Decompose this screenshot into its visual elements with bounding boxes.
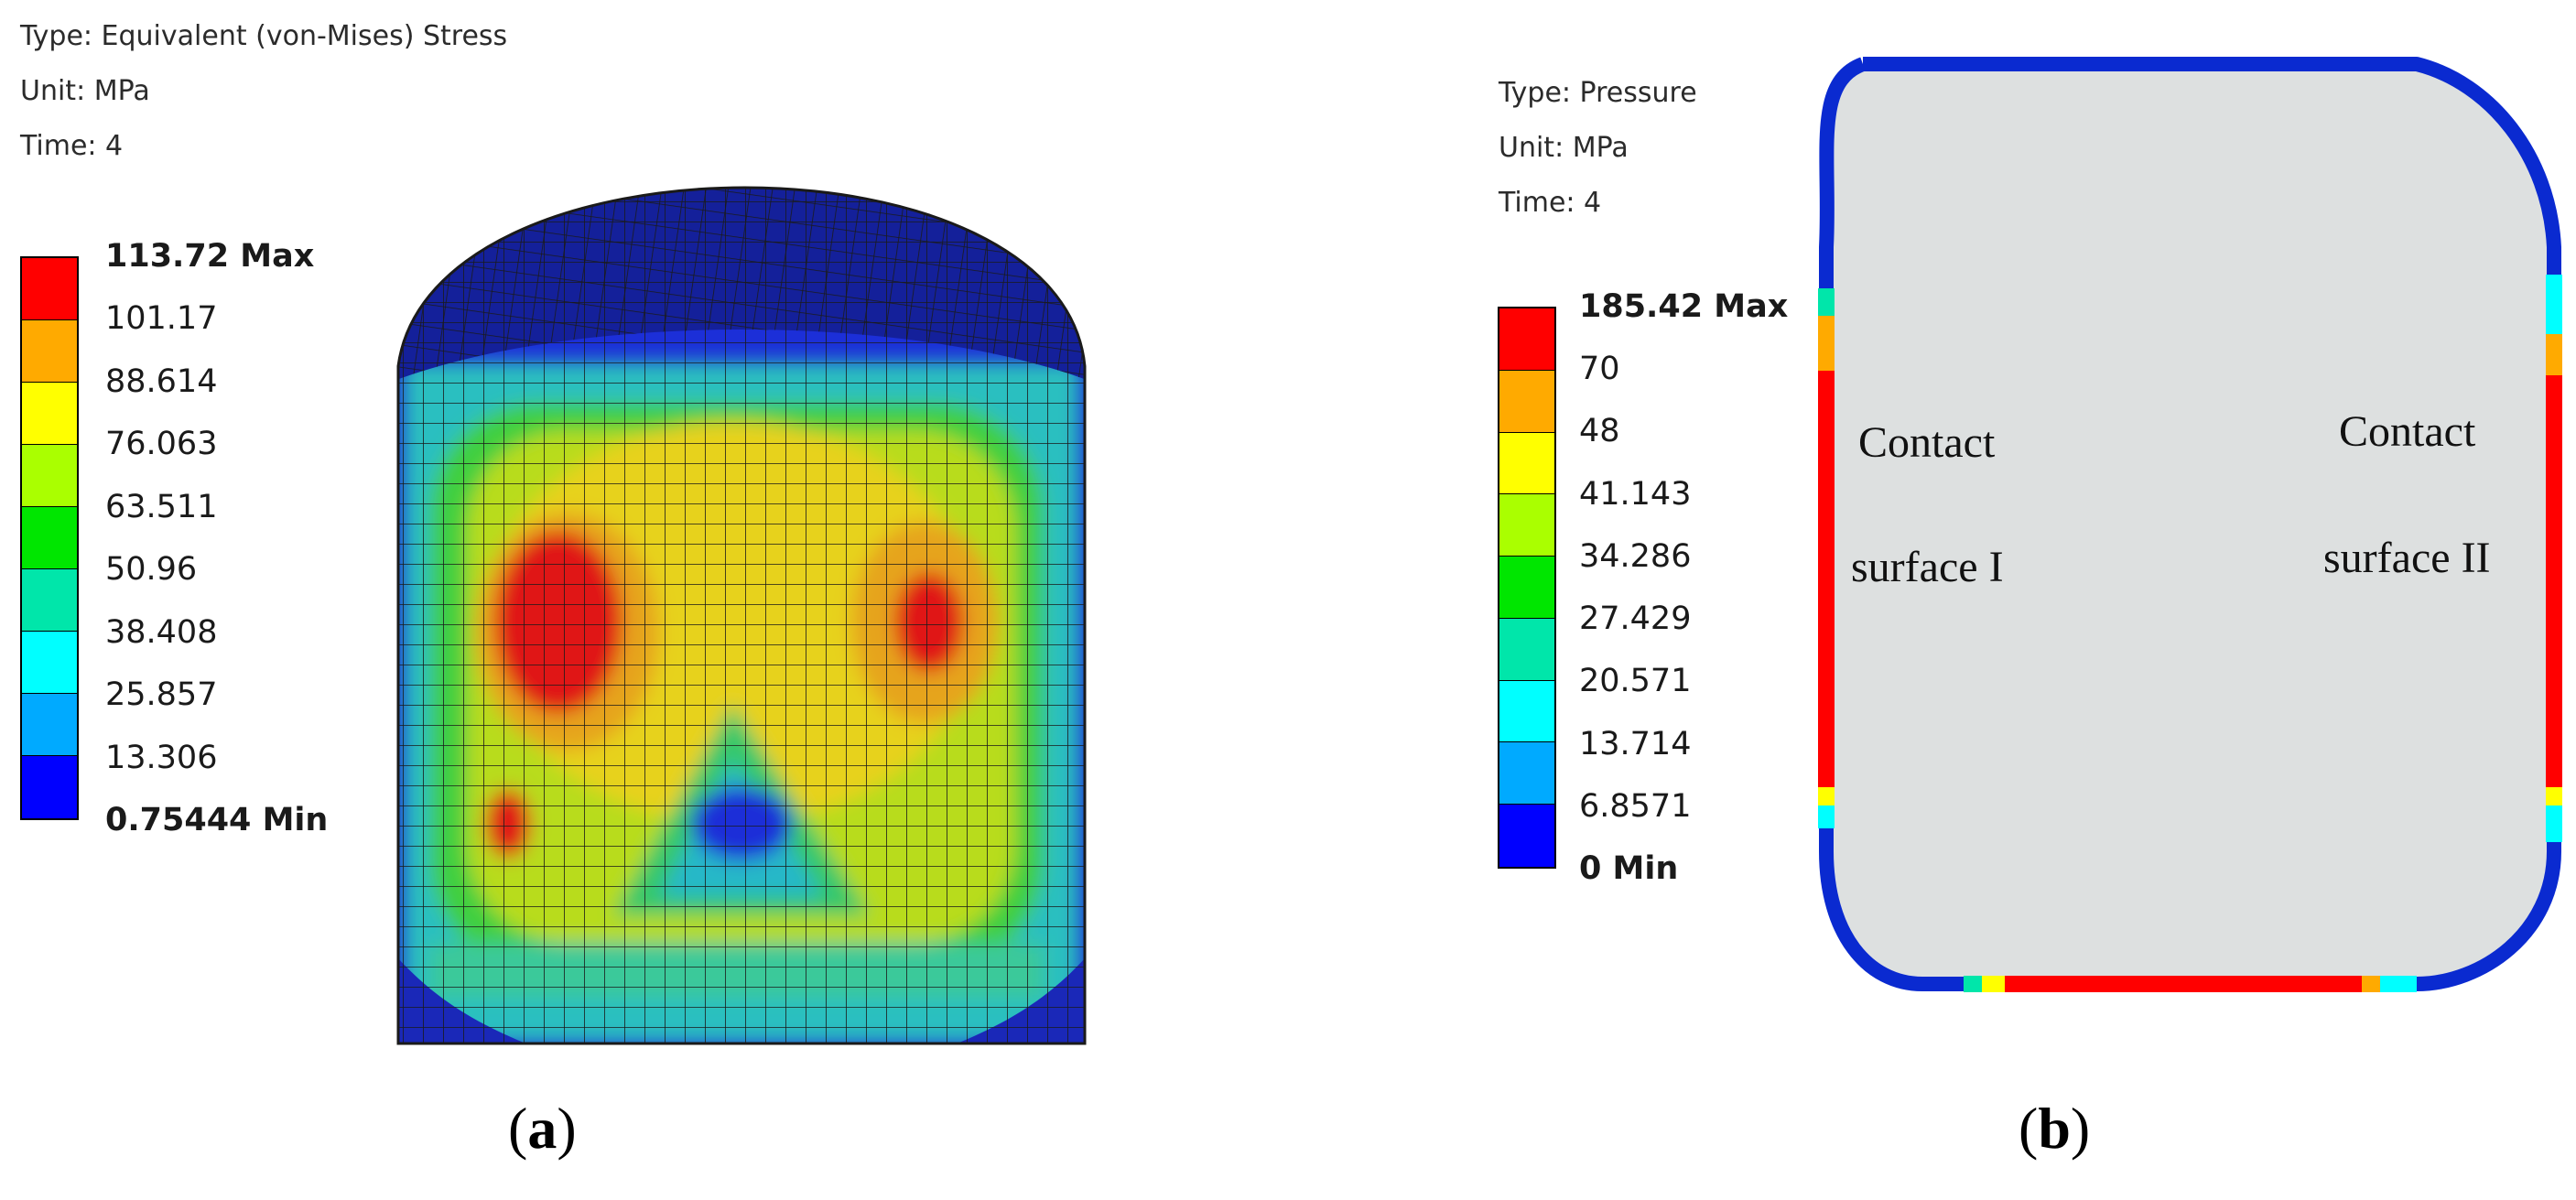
panel-a-unit-text: Unit: MPa bbox=[20, 75, 150, 107]
panel-b-legend-label: 13.714 bbox=[1579, 725, 1692, 762]
panel-b-legend-swatch bbox=[1499, 557, 1554, 619]
panel-a-legend-swatch bbox=[22, 258, 77, 320]
panel-b-pressure-model bbox=[1818, 57, 2562, 992]
panel-b-legend-label: 20.571 bbox=[1579, 663, 1692, 700]
panel-b-legend-swatch bbox=[1499, 370, 1554, 433]
panel-b-legend-label: 6.8571 bbox=[1579, 787, 1692, 825]
panel-a-legend-label: 13.306 bbox=[105, 739, 218, 776]
panel-b-caption-close: ) bbox=[2070, 1096, 2091, 1161]
panel-a-legend-swatch bbox=[22, 506, 77, 569]
panel-b-legend-label: 27.429 bbox=[1579, 600, 1692, 638]
panel-a-legend-label: 88.614 bbox=[105, 362, 218, 400]
panel-b-color-legend bbox=[1498, 307, 1556, 869]
panel-b-legend-swatch bbox=[1499, 618, 1554, 681]
panel-b-legend-swatch bbox=[1499, 308, 1554, 371]
panel-a-legend-label: 25.857 bbox=[105, 676, 218, 714]
stress-model-outline bbox=[396, 186, 1087, 1045]
panel-b-time-text: Time: 4 bbox=[1499, 187, 1602, 219]
panel-a-legend-swatch bbox=[22, 693, 77, 756]
panel-b-legend-label: 70 bbox=[1579, 351, 1620, 388]
panel-b-legend-label: 41.143 bbox=[1579, 475, 1692, 513]
panel-a-legend-swatch bbox=[22, 568, 77, 632]
panel-a-type-text: Type: Equivalent (von-Mises) Stress bbox=[20, 20, 508, 52]
panel-a-stress-model bbox=[398, 188, 1085, 1043]
panel-a-legend-label: 0.75444 Min bbox=[105, 802, 329, 838]
panel-a-time-text: Time: 4 bbox=[20, 130, 124, 162]
panel-a-legend-swatch bbox=[22, 382, 77, 445]
panel-a-legend-swatch bbox=[22, 755, 77, 818]
panel-b-caption-open: ( bbox=[2019, 1096, 2039, 1161]
contact-surface-i-label-line2: surface I bbox=[1851, 543, 2004, 591]
panel-b-legend-label: 0 Min bbox=[1579, 850, 1679, 887]
panel-b-caption-letter: b bbox=[2038, 1096, 2071, 1161]
panel-b-legend-swatch bbox=[1499, 805, 1554, 867]
pressure-boundary-ring bbox=[1819, 57, 2561, 991]
panel-a-legend-swatch bbox=[22, 444, 77, 507]
contact-surface-ii-label-line2: surface II bbox=[2323, 534, 2491, 582]
panel-b-legend-swatch bbox=[1499, 494, 1554, 557]
panel-a-legend-label: 63.511 bbox=[105, 488, 218, 525]
panel-a-caption-open: ( bbox=[508, 1096, 528, 1161]
panel-a-legend-swatch bbox=[22, 319, 77, 383]
panel-a-legend-swatch bbox=[22, 631, 77, 694]
panel-b-type-text: Type: Pressure bbox=[1499, 77, 1697, 109]
panel-b-legend-label: 34.286 bbox=[1579, 537, 1692, 575]
panel-a-legend-label: 113.72 Max bbox=[105, 238, 315, 275]
panel-b-legend-swatch bbox=[1499, 742, 1554, 805]
panel-b-unit-text: Unit: MPa bbox=[1499, 132, 1629, 164]
pressure-body-fill bbox=[1826, 64, 2554, 984]
panel-a-legend-label: 101.17 bbox=[105, 300, 218, 338]
panel-b-legend-label: 48 bbox=[1579, 413, 1620, 450]
panel-a-caption: (a) bbox=[508, 1095, 577, 1162]
panel-a-color-legend bbox=[20, 256, 79, 820]
panel-b-legend-label: 185.42 Max bbox=[1579, 288, 1789, 325]
panel-b-caption: (b) bbox=[2019, 1095, 2090, 1162]
panel-a-caption-letter: a bbox=[527, 1096, 557, 1161]
stress-dome-mesh bbox=[398, 188, 1085, 384]
panel-a-legend-label: 50.96 bbox=[105, 551, 198, 589]
panel-a-legend-label: 38.408 bbox=[105, 613, 218, 651]
panel-a-caption-close: ) bbox=[557, 1096, 577, 1161]
panel-b-legend-swatch bbox=[1499, 432, 1554, 495]
panel-b-legend-swatch bbox=[1499, 680, 1554, 743]
contact-surface-i-label-line1: Contact bbox=[1858, 418, 1996, 467]
panel-a-legend-label: 76.063 bbox=[105, 426, 218, 463]
contact-surface-ii-label-line1: Contact bbox=[2339, 407, 2476, 456]
